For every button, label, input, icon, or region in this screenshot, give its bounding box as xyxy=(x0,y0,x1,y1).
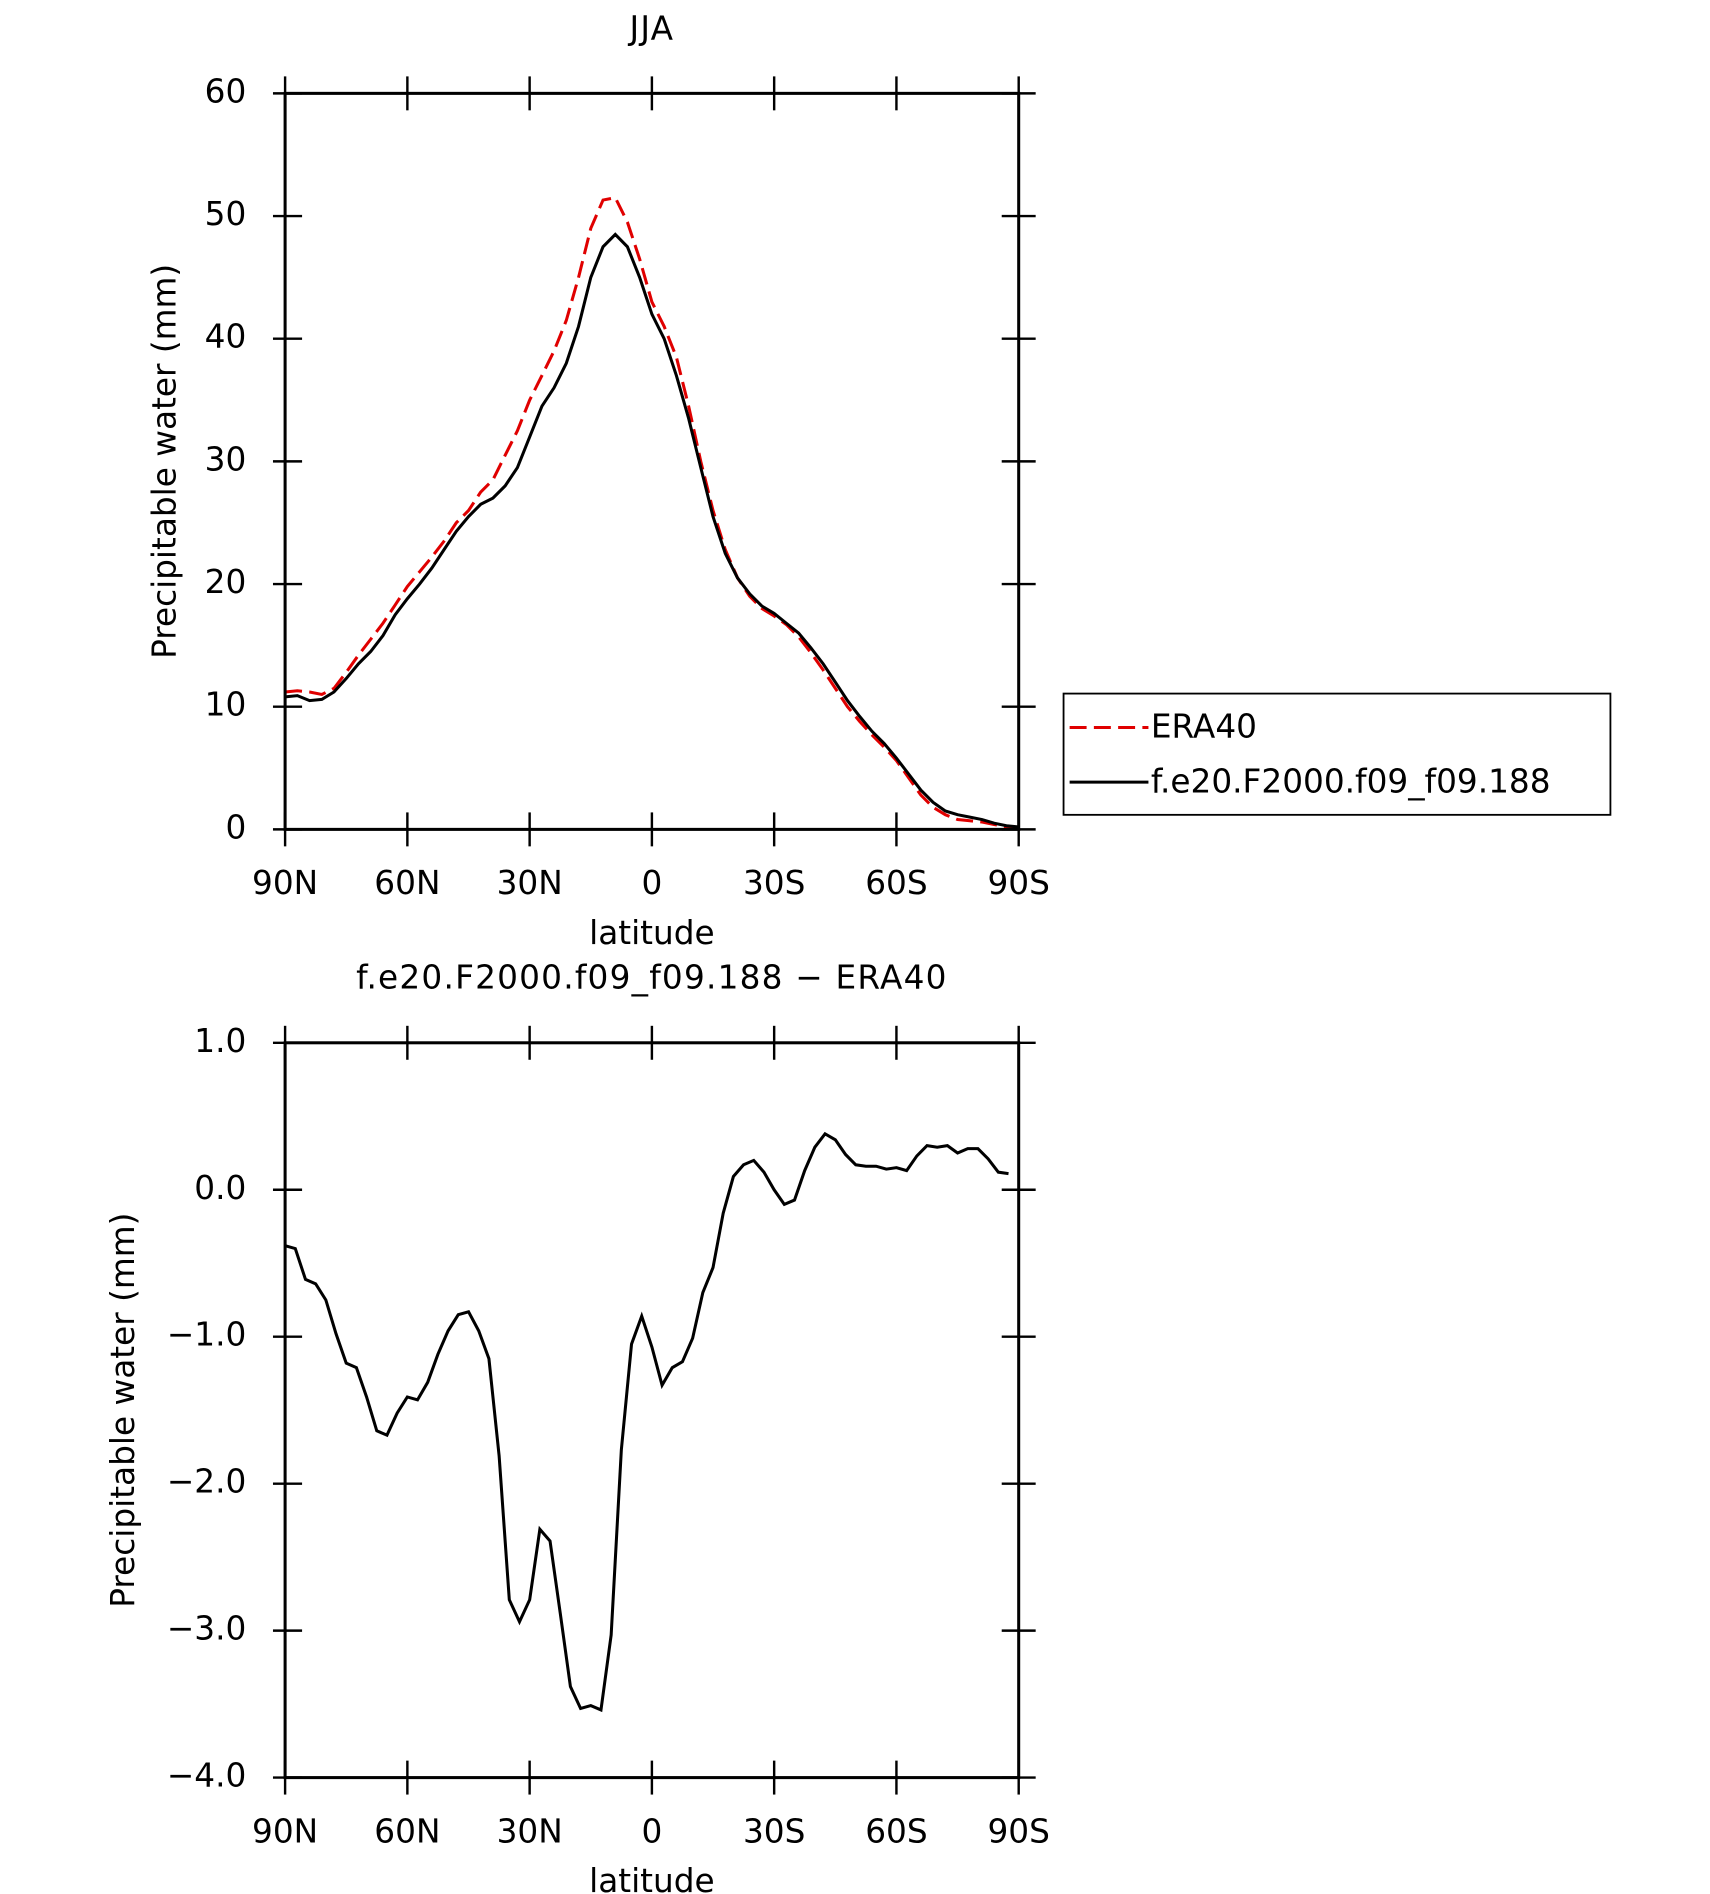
y-tick-label: 40 xyxy=(205,318,247,356)
y-tick-label: 0 xyxy=(225,808,246,846)
legend-label: f.e20.F2000.f09_f09.188 xyxy=(1151,762,1551,800)
data-line xyxy=(284,1131,1009,1713)
legend-box xyxy=(1062,692,1612,816)
y-tick-label: 10 xyxy=(205,686,247,724)
data-line xyxy=(284,195,1019,830)
x-tick-label: 30N xyxy=(497,864,563,902)
x-tick-label: 90S xyxy=(987,1812,1049,1850)
x-tick-label: 30N xyxy=(497,1812,563,1850)
x-tick-label: 30S xyxy=(743,1812,805,1850)
plot-frame xyxy=(283,1041,1021,1780)
y-tick-label: −1.0 xyxy=(167,1316,246,1354)
x-tick-label: 60N xyxy=(374,1812,440,1850)
x-axis-label: latitude xyxy=(589,914,715,952)
y-tick-label: 30 xyxy=(205,440,247,478)
x-tick-label: 60S xyxy=(865,864,927,902)
legend-label: ERA40 xyxy=(1151,708,1257,746)
chart-title: JJA xyxy=(628,9,675,47)
y-tick-label: −4.0 xyxy=(167,1757,246,1795)
x-tick-label: 60S xyxy=(865,1812,927,1850)
plot-frame xyxy=(283,91,1021,831)
x-tick-label: 90N xyxy=(252,864,318,902)
y-tick-label: 20 xyxy=(205,563,247,601)
x-axis-label: latitude xyxy=(589,1862,715,1894)
y-axis-label: Precipitable water (mm) xyxy=(145,264,183,659)
chart-title: f.e20.F2000.f09_f09.188 − ERA40 xyxy=(356,959,948,997)
x-tick-label: 60N xyxy=(374,864,440,902)
x-tick-label: 30S xyxy=(743,864,805,902)
x-tick-label: 0 xyxy=(641,1812,662,1850)
x-tick-label: 0 xyxy=(641,864,662,902)
x-tick-label: 90N xyxy=(252,1812,318,1850)
y-axis-label: Precipitable water (mm) xyxy=(104,1213,142,1608)
data-line xyxy=(284,232,1019,829)
x-tick-label: 90S xyxy=(987,864,1049,902)
y-tick-label: 50 xyxy=(205,195,247,233)
y-tick-label: 1.0 xyxy=(194,1022,246,1060)
y-tick-label: −2.0 xyxy=(167,1463,246,1501)
y-tick-label: −3.0 xyxy=(167,1610,246,1648)
y-tick-label: 60 xyxy=(205,72,247,110)
y-tick-label: 0.0 xyxy=(194,1169,246,1207)
